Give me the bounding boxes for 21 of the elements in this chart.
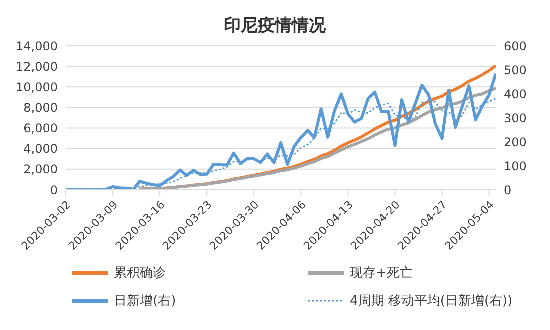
y-tick-label: 0 [50, 183, 58, 198]
y2-tick-label: 0 [504, 183, 512, 198]
y2-tick-label: 100 [504, 159, 527, 174]
y-tick-label: 14,000 [16, 39, 58, 54]
y-tick-label: 10,000 [16, 80, 58, 94]
y2-tick-label: 300 [504, 111, 527, 126]
y2-tick-label: 600 [504, 39, 527, 54]
y2-tick-label: 200 [504, 135, 527, 150]
chart-title: 印尼疫情情况 [223, 15, 327, 38]
y-tick-label: 4,000 [24, 142, 58, 156]
y-tick-label: 8,000 [24, 100, 58, 115]
y-tick-label: 2,000 [24, 162, 58, 177]
legend-label: 4周期 移动平均(日新增(右)) [350, 293, 513, 310]
legend-label: 日新增(右) [114, 293, 176, 310]
y-tick-label: 6,000 [24, 122, 58, 136]
y2-tick-label: 500 [504, 63, 527, 78]
line-series [138, 86, 496, 190]
y-tick-label: 12,000 [16, 60, 58, 74]
y2-tick-label: 400 [504, 87, 527, 102]
legend-label: 累积确诊 [114, 265, 166, 282]
legend-label: 现存+死亡 [350, 265, 413, 282]
